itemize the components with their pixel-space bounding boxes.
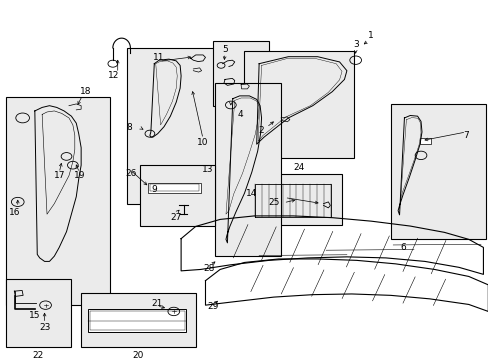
Text: 10: 10 — [197, 138, 208, 147]
Text: 20: 20 — [132, 351, 144, 360]
Text: 24: 24 — [293, 163, 305, 172]
Text: 27: 27 — [170, 213, 182, 222]
Text: 2: 2 — [258, 126, 264, 135]
Bar — [148, 183, 201, 193]
Bar — [90, 311, 184, 330]
Text: 17: 17 — [53, 171, 65, 180]
Text: 22: 22 — [33, 351, 44, 360]
Text: 23: 23 — [39, 323, 50, 332]
Text: 16: 16 — [9, 208, 20, 217]
Text: 4: 4 — [238, 110, 243, 119]
Text: 7: 7 — [463, 131, 468, 140]
Text: 9: 9 — [151, 185, 157, 194]
Text: 28: 28 — [203, 264, 215, 273]
Text: 8: 8 — [126, 123, 132, 132]
Bar — [150, 184, 199, 192]
Text: 18: 18 — [80, 87, 92, 96]
Bar — [215, 83, 281, 256]
Text: 21: 21 — [151, 299, 162, 308]
Bar — [244, 174, 341, 225]
Text: 6: 6 — [399, 243, 405, 252]
Bar — [419, 138, 430, 144]
Bar — [127, 48, 217, 204]
Bar — [88, 309, 185, 332]
Text: 19: 19 — [74, 171, 85, 180]
Text: 1: 1 — [367, 31, 373, 40]
Text: 25: 25 — [267, 198, 279, 207]
Text: 3: 3 — [352, 40, 358, 49]
Text: 29: 29 — [207, 302, 218, 311]
Text: 12: 12 — [108, 71, 119, 80]
Text: 13: 13 — [202, 165, 213, 174]
Bar — [81, 293, 195, 347]
Text: 5: 5 — [222, 45, 227, 54]
Bar — [212, 41, 268, 106]
Text: 11: 11 — [153, 53, 164, 62]
Text: 26: 26 — [125, 170, 136, 179]
Bar — [390, 104, 485, 239]
Text: 15: 15 — [29, 311, 41, 320]
Text: 14: 14 — [245, 189, 257, 198]
Bar — [244, 51, 353, 158]
Bar — [140, 165, 215, 226]
Bar — [5, 97, 110, 305]
Bar — [5, 279, 71, 347]
